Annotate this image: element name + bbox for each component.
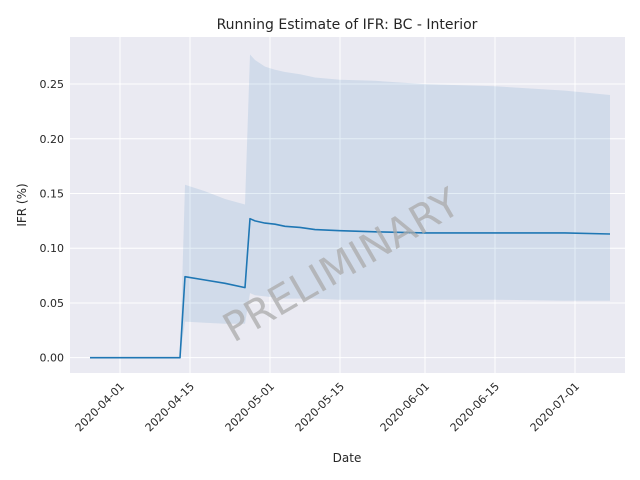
x-axis-title: Date	[333, 451, 362, 465]
y-tick-label: 0.20	[40, 133, 65, 146]
y-tick-labels: 0.00 0.05 0.10 0.15 0.20 0.25	[40, 78, 65, 365]
x-tick-labels: 2020-04-01 2020-04-15 2020-05-01 2020-05-15…	[73, 380, 582, 434]
x-tick-label: 2020-07-01	[528, 380, 582, 434]
y-tick-label: 0.05	[40, 297, 65, 310]
x-tick-label: 2020-05-01	[223, 380, 277, 434]
plot-area	[70, 37, 625, 373]
x-tick-label: 2020-06-01	[378, 380, 432, 434]
ifr-estimate-line	[90, 217, 611, 359]
y-axis-title: IFR (%)	[15, 183, 29, 226]
grid-lines	[70, 37, 625, 373]
y-tick-label: 0.10	[40, 242, 65, 255]
y-tick-label: 0.15	[40, 188, 65, 201]
chart-title: Running Estimate of IFR: BC - Interior	[217, 17, 478, 33]
x-tick-label: 2020-05-15	[293, 380, 347, 434]
series-line-layer	[90, 217, 611, 359]
x-tick-label: 2020-04-01	[73, 380, 127, 434]
x-tick-label: 2020-04-15	[143, 380, 197, 434]
x-tick-label: 2020-06-15	[448, 380, 502, 434]
y-tick-label: 0.25	[40, 78, 65, 91]
y-tick-label: 0.00	[40, 352, 65, 365]
